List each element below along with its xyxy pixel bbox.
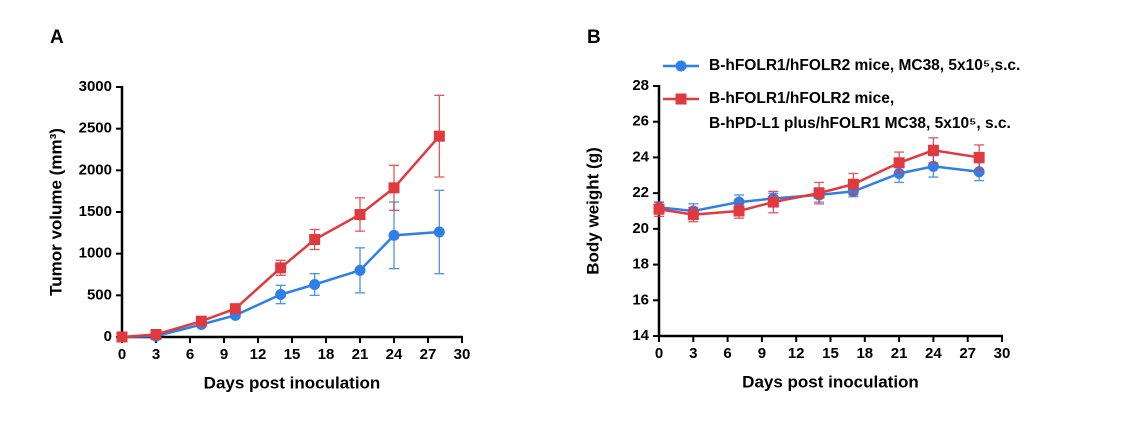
y-tick-label: 2000 [79,161,112,178]
x-tick-label: 12 [788,345,805,362]
x-tick-label: 30 [454,346,471,363]
x-tick-label: 24 [925,345,942,362]
marker [847,178,859,190]
x-tick-label: 15 [822,345,839,362]
marker [433,130,445,142]
x-tick-label: 3 [689,345,697,362]
y-tick-label: 1000 [79,245,112,262]
y-axis-title: Body weight (g) [583,147,602,274]
marker [653,203,665,215]
marker [309,279,321,290]
y-tick-label: 500 [87,286,112,303]
marker [733,205,745,217]
legend-marker [675,60,687,72]
series-line [121,230,440,339]
marker [893,157,905,169]
marker [354,264,366,276]
marker [229,303,241,315]
marker [116,331,128,343]
marker [733,196,745,208]
x-tick-label: 18 [856,345,873,362]
x-axis-title: Days post inoculation [204,373,381,392]
x-tick-label: 3 [152,346,160,363]
y-tick-label: 0 [104,328,112,345]
x-tick-label: 6 [723,345,731,362]
marker [927,160,939,172]
y-tick-label: 20 [632,220,649,237]
y-tick-label: 1500 [79,203,112,220]
marker [275,289,287,300]
marker [388,229,400,241]
marker [973,166,985,178]
marker [150,329,162,340]
marker [433,226,445,238]
legend-label: B-hFOLR1/hFOLR2 mice, MC38, 5x10⁵,s.c. [709,57,1021,74]
marker [195,315,207,327]
x-tick-label: 27 [959,345,976,362]
y-tick-label: 28 [632,77,649,94]
panel-label: B [587,27,601,48]
marker [354,209,366,220]
x-tick-label: 21 [891,345,908,362]
marker [973,151,985,163]
x-axis-title: Days post inoculation [742,372,919,391]
panel-label: A [50,27,64,48]
x-tick-label: 24 [386,346,403,363]
x-tick-label: 30 [994,345,1011,362]
marker [927,144,939,156]
y-tick-label: 2500 [79,120,112,137]
marker [309,234,321,245]
y-tick-label: 22 [632,184,649,201]
y-tick-label: 3000 [79,78,112,95]
marker [687,209,699,221]
x-tick-label: 27 [420,346,437,363]
marker [388,182,400,194]
legend-marker [675,93,687,105]
y-tick-label: 14 [632,327,649,344]
y-axis-title: Tumor volume (mm³) [46,128,65,296]
marker [275,262,287,274]
x-tick-label: 12 [250,346,267,363]
x-tick-label: 9 [758,345,766,362]
x-tick-label: 18 [318,346,335,363]
legend-entry: B-hFOLR1/hFOLR2 mice, MC38, 5x10⁵,s.c. [709,57,1021,74]
x-tick-label: 21 [352,346,369,363]
x-tick-label: 15 [284,346,301,363]
y-tick-label: 26 [632,113,649,130]
y-tick-label: 24 [632,148,649,165]
x-tick-label: 0 [655,345,663,362]
marker [767,196,779,208]
y-tick-label: 18 [632,256,649,273]
x-tick-label: 6 [186,346,194,363]
marker [813,187,825,199]
legend-label: B-hFOLR1/hFOLR2 mice, B-hPD-L1 plus/hFOL… [709,90,1011,132]
legend-entry: B-hFOLR1/hFOLR2 mice, B-hPD-L1 plus/hFOL… [709,90,1011,132]
x-tick-label: 9 [220,346,228,363]
x-tick-label: 0 [118,346,126,363]
y-tick-label: 16 [632,291,649,308]
